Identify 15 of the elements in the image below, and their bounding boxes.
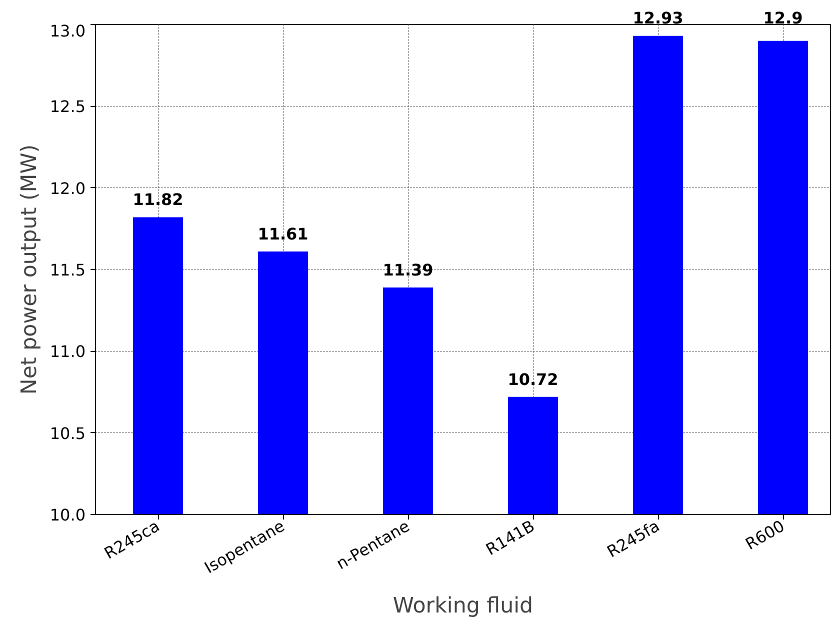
y-tick-label: 12.0 — [50, 178, 86, 198]
data-label: 10.72 — [508, 370, 558, 389]
data-label: 11.61 — [258, 224, 308, 244]
y-tick-label: 10.0 — [50, 506, 86, 524]
x-axis-title: Working fluid — [392, 593, 534, 618]
data-label: 11.82 — [132, 190, 184, 210]
y-tick-label: 10.5 — [50, 424, 86, 443]
y-tick-label: 11.0 — [50, 342, 86, 362]
y-axis-title: Net power output (MW) — [16, 144, 42, 395]
y-tick-label: 11.5 — [50, 260, 86, 280]
y-tick-label: 13.0 — [50, 22, 86, 40]
data-label: 11.39 — [382, 260, 434, 280]
data-label: 12.9 — [763, 8, 803, 28]
y-tick-label: 12.5 — [50, 97, 86, 116]
data-label: 12.93 — [632, 8, 684, 28]
